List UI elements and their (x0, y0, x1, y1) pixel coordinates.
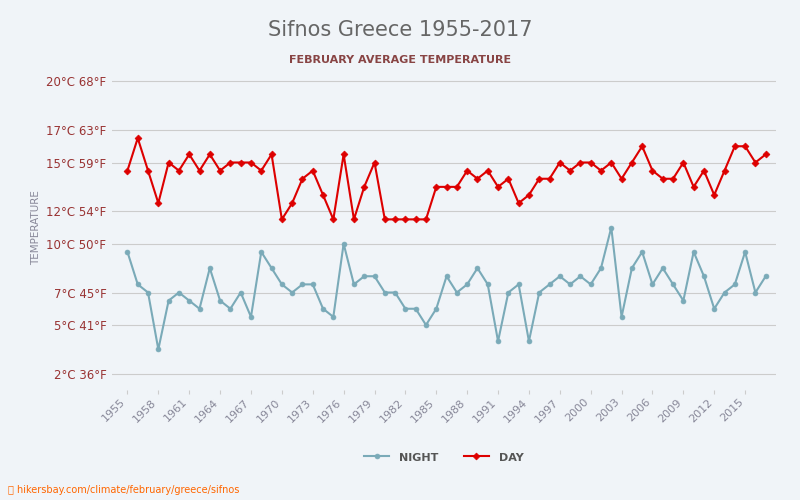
DAY (133, 135, 142, 141)
NIGHT (750, 290, 760, 296)
DAY (122, 168, 132, 173)
DAY (339, 152, 349, 158)
DAY (442, 184, 451, 190)
DAY (750, 160, 760, 166)
DAY (277, 216, 286, 222)
NIGHT (452, 290, 462, 296)
NIGHT (431, 306, 441, 312)
NIGHT (122, 249, 132, 255)
NIGHT (606, 224, 616, 230)
NIGHT (308, 282, 318, 288)
DAY (462, 168, 472, 173)
NIGHT (761, 273, 770, 279)
Y-axis label: TEMPERATURE: TEMPERATURE (30, 190, 41, 265)
Text: 📍 hikersbay.com/climate/february/greece/sifnos: 📍 hikersbay.com/climate/february/greece/… (8, 485, 239, 495)
Line: NIGHT: NIGHT (125, 225, 768, 352)
NIGHT (329, 314, 338, 320)
Text: FEBRUARY AVERAGE TEMPERATURE: FEBRUARY AVERAGE TEMPERATURE (289, 55, 511, 65)
DAY (586, 160, 595, 166)
Text: Sifnos Greece 1955-2017: Sifnos Greece 1955-2017 (268, 20, 532, 40)
DAY (761, 152, 770, 158)
NIGHT (576, 273, 586, 279)
NIGHT (154, 346, 163, 352)
Legend: NIGHT, DAY: NIGHT, DAY (359, 446, 529, 468)
Line: DAY: DAY (125, 136, 768, 222)
DAY (318, 192, 328, 198)
